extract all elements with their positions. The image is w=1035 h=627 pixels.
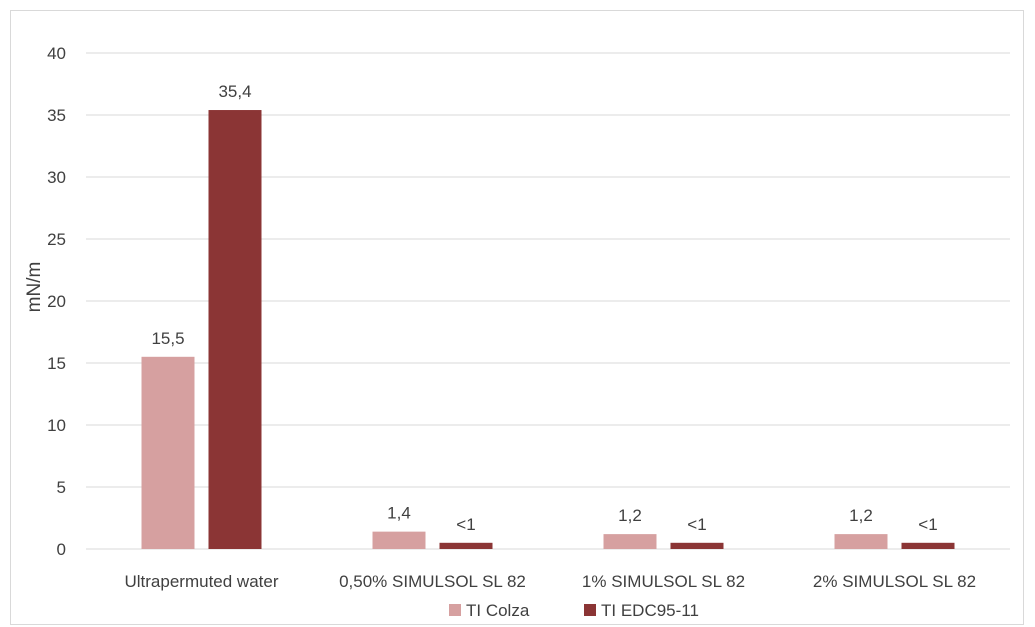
data-label: <1 xyxy=(456,515,475,534)
data-label: 1,4 xyxy=(387,504,411,523)
y-tick-label: 10 xyxy=(47,416,66,435)
x-category-label: 0,50% SIMULSOL SL 82 xyxy=(339,572,526,591)
y-tick-label: 25 xyxy=(47,230,66,249)
x-axis-categories: Ultrapermuted water 0,50% SIMULSOL SL 82 1… xyxy=(124,572,976,591)
y-axis-ticks: 0 5 10 15 20 25 30 35 40 xyxy=(47,44,66,559)
y-tick-label: 20 xyxy=(47,292,66,311)
y-axis-title: mN/m xyxy=(24,262,45,313)
data-label: <1 xyxy=(918,515,937,534)
legend-swatch xyxy=(584,604,596,616)
bar xyxy=(208,110,262,549)
data-label: 15,5 xyxy=(151,329,184,348)
data-labels: 15,5 35,4 1,4 <1 1,2 <1 1,2 <1 xyxy=(151,82,937,534)
y-tick-label: 35 xyxy=(47,106,66,125)
y-tick-label: 5 xyxy=(57,478,66,497)
y-tick-label: 15 xyxy=(47,354,66,373)
y-tick-label: 40 xyxy=(47,44,66,63)
bar xyxy=(439,542,493,549)
data-label: 35,4 xyxy=(218,82,251,101)
data-label: <1 xyxy=(687,515,706,534)
data-label: 1,2 xyxy=(849,506,873,525)
bar xyxy=(901,542,955,549)
bar xyxy=(834,534,888,549)
bar xyxy=(670,542,724,549)
bars xyxy=(141,110,955,549)
x-category-label: 2% SIMULSOL SL 82 xyxy=(813,572,976,591)
legend-swatch xyxy=(449,604,461,616)
legend-label: TI EDC95-11 xyxy=(601,601,699,620)
data-label: 1,2 xyxy=(618,506,642,525)
y-tick-label: 0 xyxy=(57,540,66,559)
x-category-label: 1% SIMULSOL SL 82 xyxy=(582,572,745,591)
bar xyxy=(372,531,426,549)
y-tick-label: 30 xyxy=(47,168,66,187)
bar xyxy=(603,534,657,549)
x-category-label: Ultrapermuted water xyxy=(124,572,278,591)
bar xyxy=(141,356,195,549)
legend: TI Colza TI EDC95-11 xyxy=(449,601,699,620)
legend-label: TI Colza xyxy=(466,601,530,620)
